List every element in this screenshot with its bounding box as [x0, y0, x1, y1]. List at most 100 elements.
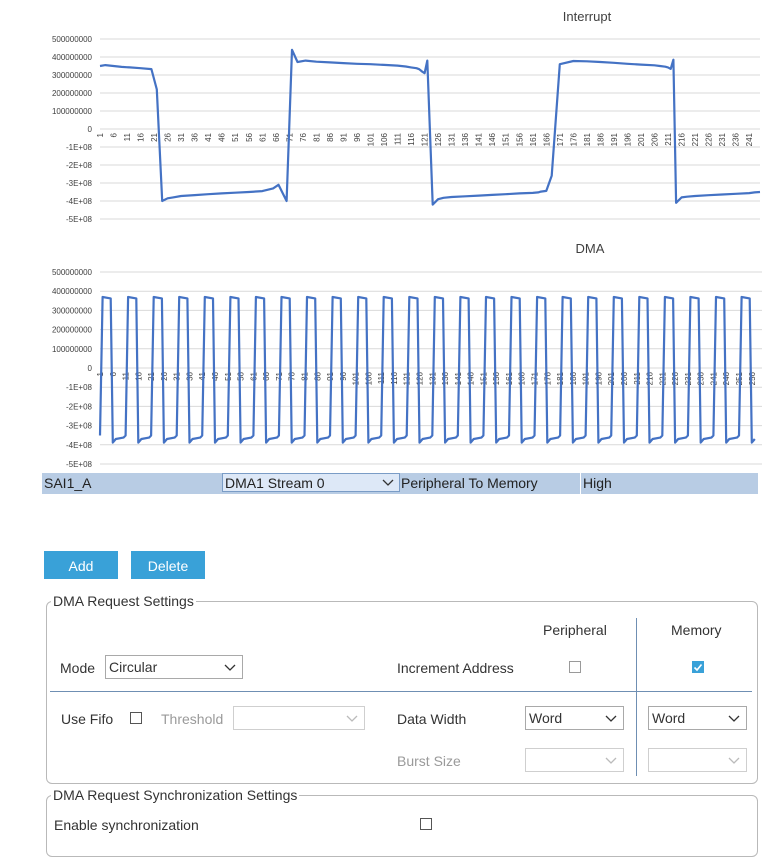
memory-column-header: Memory [671, 622, 722, 638]
data-width-peripheral-select[interactable]: Word [525, 706, 624, 730]
mode-select[interactable]: Circular [105, 655, 243, 679]
x-tick-label: 196 [594, 371, 603, 385]
threshold-label: Threshold [161, 711, 224, 727]
x-tick-label: 236 [732, 132, 741, 146]
dma-table-row[interactable]: SAI1_A DMA1 Stream 0 Peripheral To Memor… [42, 473, 758, 494]
x-tick-label: 16 [137, 132, 146, 141]
y-tick-label: -3E+08 [66, 422, 93, 431]
x-tick-label: 116 [390, 371, 399, 384]
x-tick-label: 146 [488, 132, 497, 146]
x-tick-label: 201 [637, 132, 646, 146]
series-line [99, 48, 761, 206]
x-tick-label: 216 [646, 371, 655, 385]
dma-chart: DMA 500000000 400000000 300000000 200000000… [0, 232, 772, 470]
x-tick-label: 186 [569, 371, 578, 385]
x-tick-label: 111 [394, 132, 403, 145]
y-tick-label: -4E+08 [66, 441, 93, 450]
y-tick-label: 300000000 [52, 71, 93, 80]
enable-sync-checkbox[interactable] [420, 818, 432, 830]
interrupt-chart: Interrupt 500000000 400000000 300000000 200… [0, 0, 772, 232]
x-tick-label: 6 [109, 371, 118, 376]
use-fifo-label: Use Fifo [61, 711, 114, 727]
dma-chart-svg: DMA 500000000 400000000 300000000 200000000… [52, 241, 762, 469]
y-tick-label: -4E+08 [66, 197, 93, 206]
increment-peripheral-checkbox[interactable] [569, 661, 581, 673]
x-tick-label: 156 [492, 371, 501, 385]
x-tick-label: 96 [353, 132, 362, 141]
x-tick-label: 61 [258, 132, 267, 141]
y-tick-label: -5E+08 [66, 215, 93, 224]
y-tick-label: 0 [88, 125, 93, 134]
chevron-down-icon [605, 757, 617, 764]
checkmark-icon [693, 663, 703, 672]
x-tick-label: 31 [177, 132, 186, 141]
interrupt-chart-title: Interrupt [563, 9, 612, 24]
x-tick-label: 131 [448, 132, 457, 146]
x-tick-label: 101 [366, 132, 375, 146]
x-tick-label: 171 [556, 132, 565, 146]
x-tick-label: 151 [502, 132, 511, 146]
y-tick-label: 500000000 [52, 268, 93, 277]
y-tick-label: -2E+08 [66, 402, 93, 411]
table-cell-direction: Peripheral To Memory [401, 475, 538, 491]
y-tick-label: -5E+08 [66, 460, 93, 469]
y-tick-label: -2E+08 [66, 161, 93, 170]
x-tick-label: 176 [569, 132, 578, 146]
x-tick-label: 86 [313, 371, 322, 380]
add-button[interactable]: Add [44, 551, 118, 579]
y-tick-label: 400000000 [52, 287, 93, 296]
dma-sync-settings-group: DMA Request Synchronization Settings Ena… [46, 787, 758, 857]
enable-sync-label: Enable synchronization [54, 817, 199, 833]
x-tick-label: 51 [231, 132, 240, 141]
y-tick-label: 0 [88, 364, 93, 373]
x-tick-label: 56 [245, 132, 254, 141]
y-tick-label: 100000000 [52, 107, 93, 116]
x-tick-label: 176 [543, 371, 552, 385]
x-tick-label: 76 [288, 371, 297, 380]
x-tick-label: 46 [211, 371, 220, 380]
x-tick-label: 46 [218, 132, 227, 141]
dma-chart-title: DMA [576, 241, 605, 256]
x-tick-label: 161 [529, 132, 538, 146]
x-tick-label: 241 [745, 132, 754, 146]
x-tick-label: 11 [123, 132, 132, 141]
increment-memory-checkbox[interactable] [692, 661, 704, 673]
burst-size-memory-select[interactable] [648, 748, 747, 772]
y-tick-label: 300000000 [52, 306, 93, 315]
x-tick-label: 231 [718, 132, 727, 146]
y-tick-label: -3E+08 [66, 179, 93, 188]
y-tick-label: 200000000 [52, 89, 93, 98]
x-tick-label: 86 [326, 132, 335, 141]
x-tick-label: 1 [96, 132, 105, 137]
x-tick-label: 136 [441, 371, 450, 385]
burst-size-peripheral-select[interactable] [525, 748, 624, 772]
burst-size-label: Burst Size [397, 753, 461, 769]
chevron-down-icon [382, 479, 394, 486]
x-tick-label: 16 [134, 371, 143, 380]
chevron-down-icon [728, 715, 740, 722]
table-cell-ip: SAI1_A [44, 475, 92, 491]
threshold-select[interactable] [233, 706, 365, 730]
x-tick-label: 36 [191, 132, 200, 141]
x-tick-label: 66 [272, 132, 281, 141]
x-tick-label: 26 [160, 371, 169, 380]
series-line [98, 295, 756, 444]
chevron-down-icon [605, 715, 617, 722]
x-tick-label: 126 [415, 371, 424, 385]
x-tick-label: 106 [380, 132, 389, 146]
stream-select[interactable]: DMA1 Stream 0 [222, 473, 400, 492]
data-width-memory-select[interactable]: Word [648, 706, 747, 730]
x-tick-label: 166 [518, 371, 527, 385]
x-tick-label: 96 [339, 371, 348, 380]
table-cell-priority: High [580, 473, 612, 494]
use-fifo-checkbox[interactable] [130, 712, 142, 724]
row-divider [50, 691, 752, 692]
x-tick-label: 91 [339, 132, 348, 141]
x-tick-label: 6 [110, 132, 119, 137]
x-tick-label: 21 [150, 132, 159, 141]
x-tick-label: 211 [664, 132, 673, 145]
x-tick-label: 191 [610, 132, 619, 146]
mode-label: Mode [60, 660, 96, 676]
delete-button[interactable]: Delete [131, 551, 205, 579]
x-tick-label: 236 [697, 371, 706, 385]
